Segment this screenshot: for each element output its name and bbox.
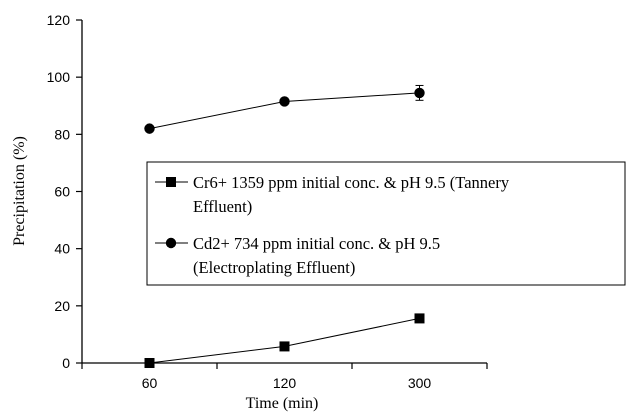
legend: Cr6+ 1359 ppm initial conc. & pH 9.5 (Ta… — [146, 161, 626, 286]
series-1-point — [414, 313, 425, 324]
y-tick-label: 20 — [54, 298, 70, 314]
series-1 — [144, 313, 425, 368]
legend-marker — [166, 177, 176, 187]
legend-box — [146, 161, 626, 286]
legend-label: (Electroplating Effluent) — [193, 258, 355, 277]
series-2 — [144, 84, 425, 134]
series-2-point — [414, 87, 425, 99]
y-axis-title: Precipitation (%) — [11, 136, 28, 246]
y-tick-label: 40 — [54, 241, 70, 257]
x-axis-title: Time (min) — [246, 395, 319, 412]
series-1-point — [279, 341, 290, 352]
legend-label: Cr6+ 1359 ppm initial conc. & pH 9.5 (Ta… — [193, 173, 510, 192]
series-1-line — [149, 317, 420, 364]
legend-label: Cd2+ 734 ppm initial conc. & pH 9.5 — [193, 234, 440, 253]
axes: 0 20 40 60 80 100 120 60 120 300 — [47, 12, 488, 391]
series-2-point — [279, 96, 290, 107]
x-tick-label: 60 — [142, 375, 158, 391]
y-tick-label: 100 — [47, 69, 71, 85]
x-tick-label: 300 — [408, 375, 432, 391]
y-tick-label: 60 — [54, 184, 70, 200]
y-tick-label: 120 — [47, 12, 71, 28]
series-layer — [144, 84, 425, 368]
series-2-point — [144, 123, 155, 134]
legend-marker — [165, 237, 177, 249]
legend-item-2: Cd2+ 734 ppm initial conc. & pH 9.5 (Elec… — [155, 234, 440, 277]
y-tick-label: 80 — [54, 126, 70, 142]
legend-item-1: Cr6+ 1359 ppm initial conc. & pH 9.5 (Ta… — [155, 173, 510, 216]
x-tick-label: 120 — [273, 375, 297, 391]
y-tick-label: 0 — [62, 355, 70, 371]
legend-label: Effluent) — [193, 197, 252, 216]
series-1-point — [144, 358, 155, 368]
